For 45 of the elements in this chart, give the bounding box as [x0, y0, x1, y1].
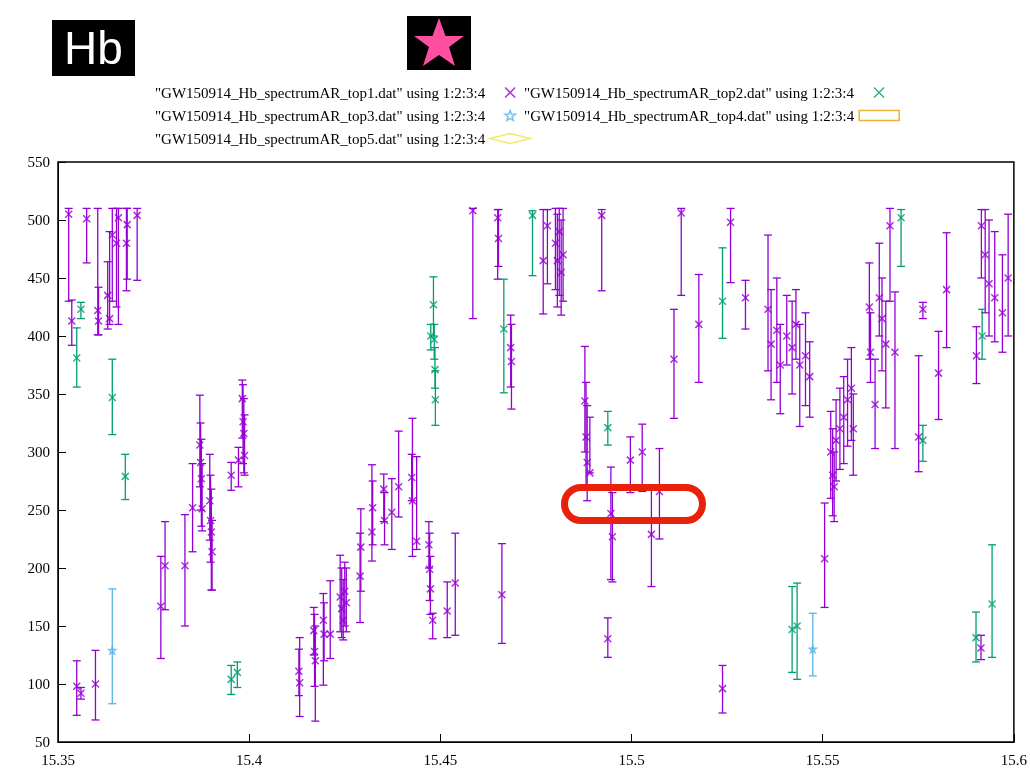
- point: [499, 324, 509, 334]
- x-tick-label: 15.55: [805, 751, 840, 768]
- point: [108, 393, 117, 402]
- point: [233, 668, 242, 677]
- point: [430, 365, 440, 374]
- y-tick-label: 250: [27, 502, 50, 518]
- legend-label: "GW150914_Hb_spectrumAR_top5.dat" using 1:2:3:4: [155, 130, 486, 147]
- point: [718, 296, 727, 306]
- y-tick-label: 150: [27, 618, 50, 634]
- y-tick-label: 500: [27, 212, 50, 228]
- y-tick-label: 100: [27, 676, 50, 692]
- y-tick-label: 50: [35, 734, 50, 750]
- point: [429, 300, 438, 309]
- y-tick-label: 350: [27, 386, 50, 402]
- point: [121, 472, 130, 481]
- point: [977, 331, 987, 341]
- x-tick-label: 15.45: [423, 751, 458, 768]
- point: [787, 625, 797, 634]
- x-tick-label: 15.4: [236, 751, 263, 768]
- y-tick-label: 550: [27, 154, 50, 170]
- point: [528, 211, 537, 220]
- x-tick-label: 15.35: [41, 751, 75, 768]
- point: [76, 305, 86, 314]
- point: [792, 621, 802, 631]
- y-tick-label: 450: [27, 270, 50, 286]
- point: [808, 644, 818, 654]
- point: [72, 353, 81, 363]
- point: [431, 395, 440, 405]
- legend-label: "GW150914_Hb_spectrumAR_top1.dat" using 1:2:3:4: [155, 84, 486, 101]
- legend-label: "GW150914_Hb_spectrumAR_top2.dat" using 1:2:3:4: [523, 84, 855, 101]
- point: [603, 423, 613, 432]
- text: Hb: [52, 20, 135, 76]
- point: [896, 213, 906, 222]
- x-tick-label: 15.5: [618, 751, 645, 768]
- y-tick-label: 400: [27, 328, 50, 344]
- point: [971, 633, 981, 642]
- x-tick-label: 15.6: [1000, 751, 1028, 768]
- point: [918, 436, 928, 445]
- y-tick-label: 300: [27, 444, 50, 460]
- legend-label: "GW150914_Hb_spectrumAR_top4.dat" using 1:2:3:4: [524, 107, 855, 124]
- point: [226, 675, 236, 684]
- point: [108, 646, 117, 655]
- y-tick-label: 200: [27, 560, 50, 576]
- point: [987, 599, 997, 609]
- legend-label: "GW150914_Hb_spectrumAR_top3.dat" using 1:2:3:4: [155, 107, 486, 124]
